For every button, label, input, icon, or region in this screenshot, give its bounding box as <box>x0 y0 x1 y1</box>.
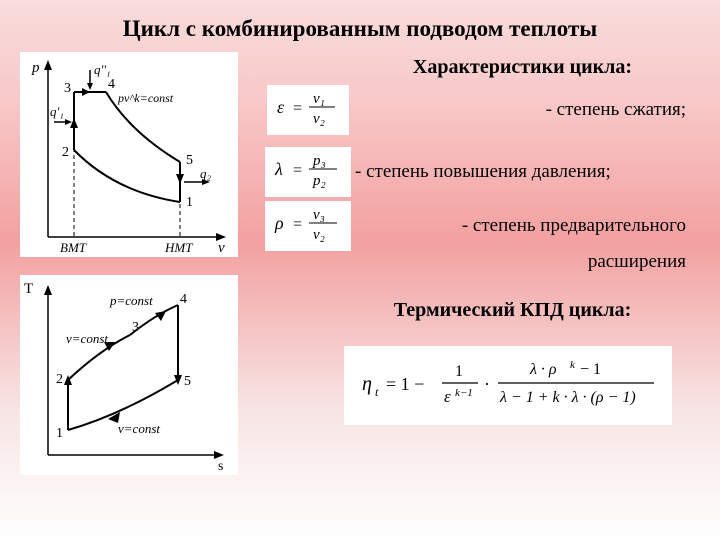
svg-text:λ: λ <box>274 159 283 179</box>
rho-desc-1: - степень предварительного <box>351 215 692 237</box>
page-title: Цикл с комбинированным подводом теплоты <box>0 0 720 42</box>
pvk-label: pν^k=const <box>117 91 174 105</box>
svg-text:2: 2 <box>56 372 63 387</box>
svg-text:η: η <box>362 373 372 395</box>
q1pp-label: q''₁ <box>94 62 111 77</box>
v-const-label-1: ν=const <box>66 331 108 346</box>
pv-diagram: p ν 3 4 5 1 2 <box>20 52 238 257</box>
svg-text:ρ: ρ <box>274 213 284 233</box>
svg-text:ν₁: ν₁ <box>313 91 325 107</box>
svg-text:ε: ε <box>277 97 285 117</box>
content-area: p ν 3 4 5 1 2 <box>0 42 720 475</box>
svg-text:2: 2 <box>62 145 69 160</box>
svg-text:k: k <box>570 359 576 371</box>
p-axis-label: p <box>31 60 40 76</box>
s-axis-label: s <box>218 459 223 474</box>
svg-text:1: 1 <box>455 363 463 380</box>
p-const-label: p=const <box>109 293 153 308</box>
svg-text:=: = <box>293 162 302 179</box>
svg-text:λ · ρ: λ · ρ <box>529 361 557 378</box>
q1p-label: q'₁ <box>50 104 64 119</box>
lambda-formula: λ = p₃ p₂ <box>265 147 351 197</box>
svg-text:4: 4 <box>108 77 115 92</box>
ts-diagram: T s 1 2 3 4 5 <box>20 275 238 475</box>
svg-text:3: 3 <box>132 320 139 335</box>
svg-text:ν₂: ν₂ <box>313 111 325 127</box>
svg-text:ν₃: ν₃ <box>313 207 325 223</box>
epsilon-formula: ε = ν₁ ν₂ <box>267 85 349 135</box>
lambda-desc: - степень повышения давления; <box>351 161 692 183</box>
svg-text:k−1: k−1 <box>455 387 473 399</box>
characteristics-list: ε = ν₁ ν₂ - степень сжатия; λ = p₃ <box>275 85 700 273</box>
svg-text:ε: ε <box>444 387 451 406</box>
svg-text:=: = <box>293 100 302 117</box>
diagrams-column: p ν 3 4 5 1 2 <box>20 52 255 475</box>
bmt-label: ВМТ <box>60 240 87 255</box>
v-const-label-2: ν=const <box>118 421 160 436</box>
epsilon-row: ε = ν₁ ν₂ - степень сжатия; <box>267 85 692 135</box>
t-axis-label: T <box>24 281 33 297</box>
svg-text:= 1 −: = 1 − <box>386 374 424 394</box>
svg-text:p₃: p₃ <box>312 153 326 169</box>
rho-row: ρ = ν₃ ν₂ - степень предварительного <box>265 201 692 251</box>
svg-text:1: 1 <box>186 195 193 210</box>
svg-text:4: 4 <box>180 292 187 307</box>
nmt-label: НМТ <box>164 240 193 255</box>
svg-text:− 1: − 1 <box>580 361 601 378</box>
kpd-formula: η t = 1 − 1 ε k−1 · λ · ρ k − 1 λ − 1 + … <box>344 346 672 425</box>
svg-text:t: t <box>375 385 379 399</box>
kpd-formula-wrap: η t = 1 − 1 ε k−1 · λ · ρ k − 1 λ − 1 + … <box>275 346 700 425</box>
epsilon-desc: - степень сжатия; <box>546 99 692 121</box>
svg-text:ν₂: ν₂ <box>313 227 325 243</box>
characteristics-heading: Характеристики цикла: <box>275 56 700 79</box>
rho-desc-2: расширения <box>275 251 692 273</box>
svg-text:5: 5 <box>184 374 191 389</box>
svg-text:3: 3 <box>64 81 71 96</box>
svg-text:1: 1 <box>56 426 63 441</box>
svg-text:5: 5 <box>186 153 193 168</box>
text-column: Характеристики цикла: ε = ν₁ ν₂ - степен… <box>255 52 700 475</box>
kpd-heading: Термический КПД цикла: <box>275 299 700 322</box>
svg-text:p₂: p₂ <box>312 173 326 189</box>
lambda-row: λ = p₃ p₂ - степень повышения давления; <box>265 147 692 197</box>
v-axis-label: ν <box>218 240 225 256</box>
q2-label: q₂ <box>200 166 212 181</box>
svg-text:·: · <box>484 374 490 394</box>
rho-formula: ρ = ν₃ ν₂ <box>265 201 351 251</box>
svg-text:λ − 1 + k · λ · (ρ − 1): λ − 1 + k · λ · (ρ − 1) <box>499 389 636 406</box>
svg-text:=: = <box>293 216 302 233</box>
